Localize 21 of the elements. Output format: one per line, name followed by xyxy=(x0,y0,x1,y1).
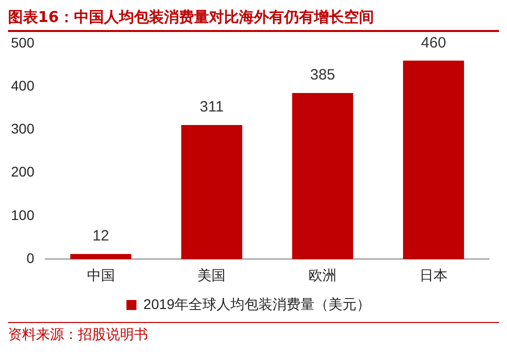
chart-title: 图表16：中国人均包装消费量对比海外有仍有增长空间 xyxy=(8,8,499,32)
data-label: 12 xyxy=(92,228,110,245)
y-tick-label: 0 xyxy=(26,250,35,266)
data-label: 385 xyxy=(310,66,336,84)
y-tick-label: 300 xyxy=(11,120,35,137)
y-tick-label: 100 xyxy=(11,206,35,223)
bar xyxy=(181,124,242,260)
data-label: 460 xyxy=(421,34,446,52)
y-tick-label: 200 xyxy=(11,164,35,180)
bar xyxy=(292,93,354,260)
y-tick-label: 400 xyxy=(11,77,35,94)
text: 资料来源：招股说明书 xyxy=(8,322,499,344)
bar xyxy=(403,60,464,260)
y-tick-label: 500 xyxy=(11,34,35,50)
bar xyxy=(70,254,132,260)
x-tick-label: 日本 xyxy=(420,268,448,284)
data-label: 311 xyxy=(200,98,224,116)
x-tick-label: 中国 xyxy=(86,268,115,284)
legend-label: 2019年全球人均包装消费量（美元） xyxy=(143,296,371,312)
x-tick-label: 美国 xyxy=(198,268,226,284)
x-tick-label: 欧洲 xyxy=(308,268,337,284)
